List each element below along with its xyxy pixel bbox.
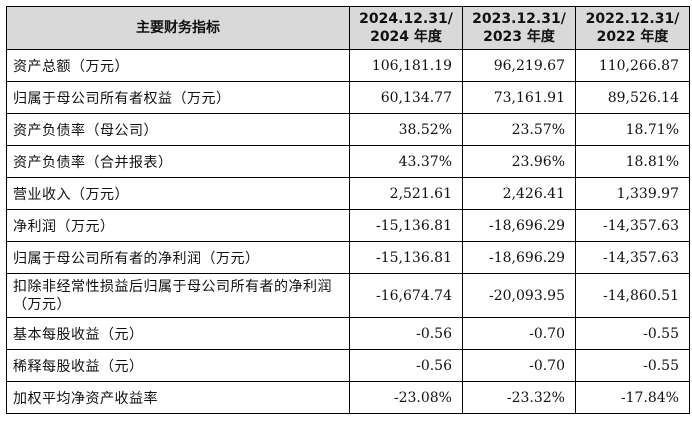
table-row: 加权平均净资产收益率 -23.08% -23.32% -17.84% xyxy=(6,381,690,414)
header-metric: 主要财务指标 xyxy=(6,6,350,50)
metric-label: 稀释每股收益（元） xyxy=(6,349,350,382)
value-2023: -18,696.29 xyxy=(462,209,576,242)
header-2024-date: 2024.12.31/ xyxy=(359,11,453,27)
header-2022-date: 2022.12.31/ xyxy=(585,11,680,27)
value-2024: 2,521.61 xyxy=(349,177,463,210)
value-2024: -15,136.81 xyxy=(349,241,463,274)
value-2024: 38.52% xyxy=(349,113,463,146)
metric-label: 基本每股收益（元） xyxy=(6,317,350,350)
table-row: 资产负债率（母公司） 38.52% 23.57% 18.71% xyxy=(6,113,690,146)
value-2022: 18.71% xyxy=(575,113,690,146)
value-2022: -14,860.51 xyxy=(575,273,690,318)
metric-label: 扣除非经常性损益后归属于母公司所有者的净利润（万元） xyxy=(6,273,350,318)
value-2023: 2,426.41 xyxy=(462,177,576,210)
table-row: 归属于母公司所有者的净利润（万元） -15,136.81 -18,696.29 … xyxy=(6,241,690,274)
metric-label: 归属于母公司所有者的净利润（万元） xyxy=(6,241,350,274)
value-2022: -17.84% xyxy=(575,381,690,414)
value-2022: -0.55 xyxy=(575,349,690,382)
table-row: 营业收入（万元） 2,521.61 2,426.41 1,339.97 xyxy=(6,177,690,210)
metric-label: 净利润（万元） xyxy=(6,209,350,242)
header-2022-year: 2022 年度 xyxy=(596,29,669,45)
value-2023: -20,093.95 xyxy=(462,273,576,318)
value-2024: 43.37% xyxy=(349,145,463,178)
value-2022: 18.81% xyxy=(575,145,690,178)
value-2023: 96,219.67 xyxy=(462,49,576,82)
header-2023: 2023.12.31/ 2023 年度 xyxy=(462,6,576,50)
table-row: 资产负债率（合并报表） 43.37% 23.96% 18.81% xyxy=(6,145,690,178)
value-2023: 23.96% xyxy=(462,145,576,178)
value-2022: 1,339.97 xyxy=(575,177,690,210)
value-2024: -15,136.81 xyxy=(349,209,463,242)
header-2022: 2022.12.31/ 2022 年度 xyxy=(575,6,690,50)
metric-label: 资产负债率（合并报表） xyxy=(6,145,350,178)
value-2023: -0.70 xyxy=(462,317,576,350)
value-2022: -14,357.63 xyxy=(575,241,690,274)
value-2024: -16,674.74 xyxy=(349,273,463,318)
value-2024: -23.08% xyxy=(349,381,463,414)
metric-label: 营业收入（万元） xyxy=(6,177,350,210)
value-2024: 60,134.77 xyxy=(349,81,463,114)
value-2024: 106,181.19 xyxy=(349,49,463,82)
value-2022: 110,266.87 xyxy=(575,49,690,82)
value-2022: -14,357.63 xyxy=(575,209,690,242)
table-row: 基本每股收益（元） -0.56 -0.70 -0.55 xyxy=(6,317,690,350)
table-row: 扣除非经常性损益后归属于母公司所有者的净利润（万元） -16,674.74 -2… xyxy=(6,273,690,318)
table-header-row: 主要财务指标 2024.12.31/ 2024 年度 2023.12.31/ 2… xyxy=(6,6,690,50)
value-2022: -0.55 xyxy=(575,317,690,350)
value-2023: -23.32% xyxy=(462,381,576,414)
metric-label: 归属于母公司所有者权益（万元） xyxy=(6,81,350,114)
value-2024: -0.56 xyxy=(349,317,463,350)
value-2022: 89,526.14 xyxy=(575,81,690,114)
table-row: 稀释每股收益（元） -0.56 -0.70 -0.55 xyxy=(6,349,690,382)
value-2023: 23.57% xyxy=(462,113,576,146)
header-2024-year: 2024 年度 xyxy=(370,29,442,45)
table-row: 净利润（万元） -15,136.81 -18,696.29 -14,357.63 xyxy=(6,209,690,242)
metric-label: 资产负债率（母公司） xyxy=(6,113,350,146)
table-row: 资产总额（万元） 106,181.19 96,219.67 110,266.87 xyxy=(6,49,690,82)
header-2024: 2024.12.31/ 2024 年度 xyxy=(349,6,463,50)
value-2023: -0.70 xyxy=(462,349,576,382)
header-2023-date: 2023.12.31/ xyxy=(472,11,566,27)
metric-label: 资产总额（万元） xyxy=(6,49,350,82)
header-2023-year: 2023 年度 xyxy=(483,29,555,45)
value-2023: -18,696.29 xyxy=(462,241,576,274)
metric-label: 加权平均净资产收益率 xyxy=(6,381,350,414)
financial-indicators-table: 主要财务指标 2024.12.31/ 2024 年度 2023.12.31/ 2… xyxy=(6,6,690,414)
table-row: 归属于母公司所有者权益（万元） 60,134.77 73,161.91 89,5… xyxy=(6,81,690,114)
value-2024: -0.56 xyxy=(349,349,463,382)
value-2023: 73,161.91 xyxy=(462,81,576,114)
